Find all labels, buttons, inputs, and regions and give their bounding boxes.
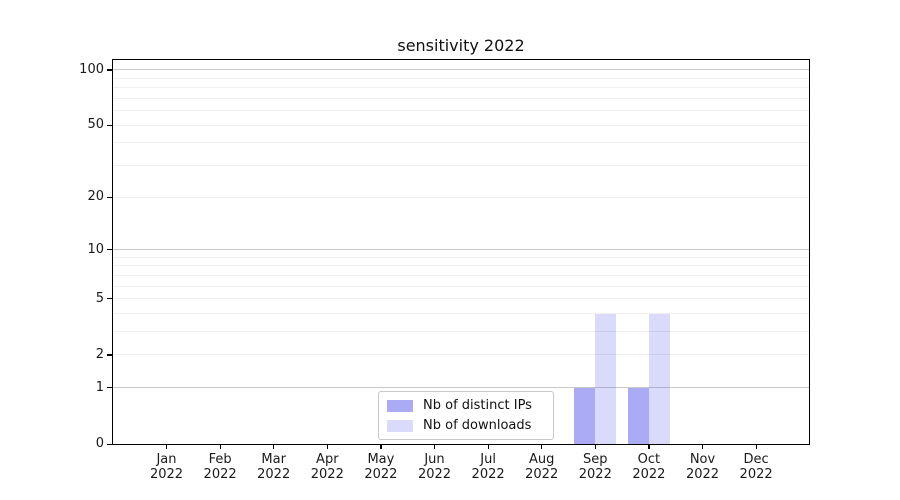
gridline-minor-30: [113, 165, 809, 167]
gridline-minor-90: [113, 77, 809, 79]
bar-distinct-ips-oct: [627, 387, 649, 444]
gridline-minor-60: [113, 110, 809, 112]
y-tick-label-100: 100: [79, 61, 104, 77]
x-tick-label-may: May 2022: [364, 452, 398, 482]
gridline-major-10: [113, 249, 809, 251]
bar-layer: [113, 60, 809, 444]
x-tick-mark-dec: [755, 445, 757, 449]
x-tick-mark-may: [380, 445, 382, 449]
y-tick-mark-20: [107, 196, 112, 198]
gridline-minor-20: [113, 196, 809, 198]
gridline-minor-50: [113, 124, 809, 126]
y-tick-mark-0: [107, 443, 112, 445]
x-tick-mark-mar: [273, 445, 275, 449]
legend-label-distinct-ips: Nb of distinct IPs: [423, 398, 532, 413]
y-tick-mark-5: [107, 298, 112, 300]
gridline-minor-2: [113, 354, 809, 356]
x-tick-mark-sep: [594, 445, 596, 449]
x-tick-mark-feb: [219, 445, 221, 449]
y-tick-mark-50: [107, 124, 112, 126]
x-tick-mark-jun: [434, 445, 436, 449]
x-tick-label-jan: Jan 2022: [149, 452, 184, 482]
y-tick-label-0: 0: [95, 436, 104, 451]
y-tick-mark-2: [107, 354, 112, 356]
x-tick-mark-nov: [702, 445, 704, 449]
x-tick-mark-aug: [541, 445, 543, 449]
x-tick-label-feb: Feb 2022: [203, 452, 237, 482]
x-tick-mark-apr: [326, 445, 328, 449]
x-tick-mark-oct: [648, 445, 650, 449]
gridline-minor-9: [113, 256, 809, 258]
gridline-major-1: [113, 387, 809, 389]
gridline-minor-80: [113, 87, 809, 89]
x-tick-mark-jan: [166, 445, 168, 449]
legend-entry-downloads: Nb of downloads: [387, 417, 545, 434]
legend: Nb of distinct IPs Nb of downloads: [378, 391, 554, 440]
x-tick-label-mar: Mar 2022: [257, 452, 291, 482]
gridline-minor-3: [113, 331, 809, 333]
x-tick-mark-jul: [487, 445, 489, 449]
y-tick-label-5: 5: [95, 290, 104, 306]
x-tick-label-dec: Dec 2022: [739, 452, 773, 482]
gridline-minor-7: [113, 274, 809, 276]
y-tick-mark-1: [107, 387, 112, 389]
y-tick-mark-100: [107, 69, 112, 71]
legend-swatch-downloads: [387, 419, 413, 432]
x-tick-label-sep: Sep 2022: [578, 452, 612, 482]
y-tick-label-1: 1: [95, 379, 104, 395]
bar-downloads-oct: [648, 313, 670, 444]
gridline-minor-8: [113, 265, 809, 267]
plot-area: [112, 59, 810, 445]
x-tick-label-aug: Aug 2022: [525, 452, 559, 482]
bar-distinct-ips-sep: [574, 387, 596, 444]
x-tick-label-jun: Jun 2022: [417, 452, 452, 482]
gridline-minor-4: [113, 313, 809, 314]
y-tick-mark-10: [107, 249, 112, 251]
legend-swatch-distinct-ips: [387, 399, 413, 412]
gridline-minor-5: [113, 298, 809, 300]
x-tick-label-nov: Nov 2022: [685, 452, 720, 482]
chart-title: sensitivity 2022: [397, 36, 525, 55]
bar-downloads-sep: [595, 313, 617, 444]
gridline-minor-70: [113, 97, 809, 99]
y-tick-label-20: 20: [87, 189, 104, 205]
gridline-minor-6: [113, 285, 809, 287]
gridline-minor-40: [113, 142, 809, 144]
y-tick-label-10: 10: [87, 241, 104, 257]
legend-entry-distinct-ips: Nb of distinct IPs: [387, 397, 545, 414]
y-tick-label-2: 2: [95, 346, 104, 362]
x-tick-label-jul: Jul 2022: [471, 452, 505, 482]
x-tick-label-apr: Apr 2022: [310, 452, 344, 482]
legend-label-downloads: Nb of downloads: [423, 418, 532, 433]
grid-layer: [113, 60, 809, 444]
x-tick-label-oct: Oct 2022: [632, 452, 666, 482]
y-tick-label-50: 50: [87, 117, 104, 133]
gridline-major-100: [113, 69, 809, 71]
